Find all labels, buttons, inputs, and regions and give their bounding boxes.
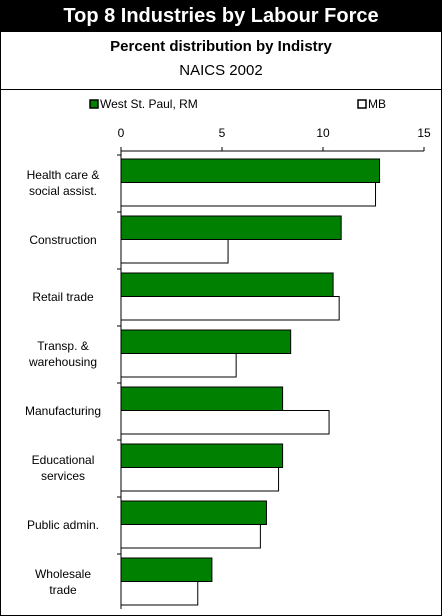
x-tick-label: 10 <box>316 126 330 140</box>
x-tick-label: 15 <box>417 126 431 140</box>
bar <box>120 353 237 378</box>
bar <box>120 467 280 492</box>
bar <box>120 329 292 354</box>
legend-swatch <box>357 99 367 109</box>
separator <box>1 89 441 90</box>
y-tick-label: Public admin. <box>26 517 100 532</box>
legend-label: MB <box>368 97 386 111</box>
y-tick-label: Health care & social assist. <box>26 167 100 198</box>
bar <box>120 215 342 240</box>
chart-title: Top 8 Industries by Labour Force <box>1 1 441 32</box>
chart-subtitle: Percent distribution by Indistry <box>110 38 332 55</box>
legend-label: West St. Paul, RM <box>100 97 198 111</box>
bar <box>120 581 199 606</box>
x-tick-label: 0 <box>118 126 125 140</box>
legend-swatch <box>89 99 99 109</box>
bar <box>120 443 284 468</box>
y-tick-label: Construction <box>29 232 97 247</box>
x-tick-label: 5 <box>219 126 226 140</box>
bar <box>120 524 261 549</box>
bar <box>120 500 267 525</box>
bar <box>120 239 229 264</box>
chart-subtitle: NAICS 2002 <box>179 62 263 79</box>
bar <box>120 410 330 435</box>
bar <box>120 182 377 207</box>
bar <box>120 386 284 411</box>
bar <box>120 557 213 582</box>
y-tick-label: Educational services <box>31 452 95 483</box>
y-tick-label: Retail trade <box>32 289 94 304</box>
bar <box>120 158 381 183</box>
y-tick-label: Wholesale trade <box>34 566 92 597</box>
y-tick-label: Transp. & warehousing <box>28 338 98 369</box>
bar <box>120 296 340 321</box>
y-tick-label: Manufacturing <box>24 403 102 418</box>
bar <box>120 272 334 297</box>
